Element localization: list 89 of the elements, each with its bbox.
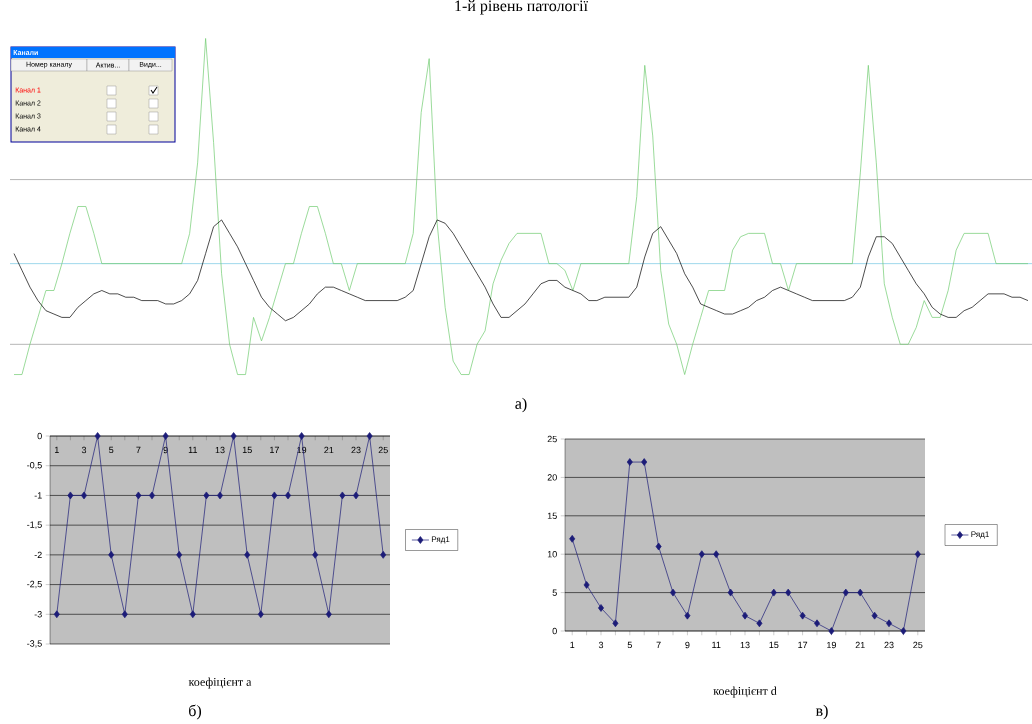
x-tick-label: 19 [827, 641, 836, 649]
x-tick-label: 1 [54, 446, 59, 453]
x-tick-label: 25 [378, 446, 388, 454]
point [339, 491, 346, 500]
point [598, 604, 604, 612]
point [641, 458, 648, 466]
point [698, 550, 705, 559]
point [612, 619, 619, 628]
point [380, 551, 387, 559]
point [569, 535, 576, 543]
point [135, 491, 142, 500]
point [684, 611, 691, 620]
legend-label: Ряд1 [431, 536, 450, 544]
x-tick-label: 9 [163, 446, 168, 454]
point [655, 542, 662, 551]
y-tick-label: -0,5 [27, 462, 42, 470]
x-tick-label: 7 [656, 641, 661, 648]
x-tick-label: 23 [351, 446, 361, 454]
point [121, 610, 128, 619]
point [828, 627, 835, 635]
point [257, 610, 264, 619]
x-tick-label: 5 [109, 446, 114, 454]
point [230, 432, 237, 440]
y-tick-label: -1,5 [27, 521, 42, 529]
point [900, 627, 907, 635]
point [583, 581, 590, 589]
x-tick-label: 25 [913, 641, 923, 649]
text: в) [815, 704, 828, 720]
point [799, 611, 806, 620]
x-tick-label: 11 [188, 446, 198, 453]
x-tick-label: 15 [242, 446, 252, 454]
point [244, 551, 251, 559]
y-tick-label: -3 [34, 611, 42, 618]
x-tick-label: 17 [798, 641, 808, 648]
point [727, 588, 734, 597]
point [626, 458, 633, 466]
x-tick-label: 13 [740, 641, 750, 649]
point [189, 610, 196, 619]
y-tick-label: 5 [552, 589, 557, 596]
x-tick-label: 13 [215, 446, 225, 454]
x-tick-label: 11 [712, 641, 721, 648]
x-tick-label: 23 [884, 641, 894, 649]
point [203, 491, 210, 500]
y-tick-label: 0 [37, 432, 42, 440]
point [366, 432, 373, 440]
y-tick-label: -2 [34, 551, 42, 559]
chart-title: 1-й рівень патології [455, 0, 588, 15]
x-tick-label: 3 [598, 641, 604, 649]
y-tick-label: -1 [34, 492, 42, 499]
x-tick-label: 1 [570, 641, 575, 648]
x-axis-title: коефіцієнт d [713, 686, 777, 698]
point [325, 610, 332, 619]
point [857, 588, 864, 597]
y-tick-label: -2,5 [27, 580, 42, 589]
x-tick-label: 9 [685, 641, 690, 649]
point [842, 588, 849, 597]
point [108, 551, 115, 559]
x-axis-title: коефіцієнт а [188, 677, 252, 689]
x-tick-label: 21 [855, 641, 865, 649]
text: б) [189, 704, 202, 720]
x-tick-label: 19 [297, 446, 307, 454]
y-tick-label: 10 [547, 551, 557, 558]
point [770, 588, 777, 597]
x-tick-label: 5 [627, 641, 632, 649]
point [67, 491, 74, 500]
point [298, 432, 305, 440]
point [176, 551, 183, 559]
point [914, 550, 921, 559]
y-tick-label: 0 [552, 627, 557, 635]
y-tick-label: 25 [547, 435, 557, 443]
y-tick-label: 15 [547, 512, 557, 519]
x-tick-label: 15 [769, 641, 779, 649]
y-tick-label: -3,5 [27, 640, 42, 648]
y-tick-label: 20 [547, 474, 557, 481]
x-tick-label: 7 [136, 446, 141, 453]
x-tick-label: 17 [270, 446, 279, 453]
point [312, 551, 319, 559]
x-tick-label: 3 [81, 446, 87, 454]
point [756, 619, 763, 628]
point [785, 588, 792, 597]
point [713, 550, 720, 559]
x-tick-label: 21 [324, 446, 334, 454]
text: а) [515, 397, 527, 413]
point [53, 610, 60, 619]
legend-label: Ряд1 [971, 531, 989, 539]
point [871, 611, 878, 620]
point [94, 432, 101, 440]
point [271, 491, 278, 500]
point [162, 432, 169, 440]
